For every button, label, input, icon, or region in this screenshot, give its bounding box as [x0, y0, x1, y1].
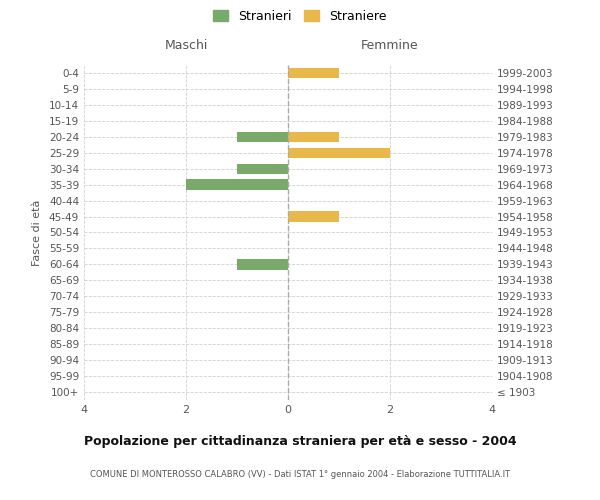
Text: Popolazione per cittadinanza straniera per età e sesso - 2004: Popolazione per cittadinanza straniera p…	[83, 435, 517, 448]
Bar	[237, 164, 288, 174]
Bar	[186, 180, 288, 190]
Bar	[288, 148, 390, 158]
Bar	[288, 132, 339, 142]
Text: Maschi: Maschi	[164, 40, 208, 52]
Text: Femmine: Femmine	[361, 40, 419, 52]
Bar	[237, 132, 288, 142]
Bar	[288, 68, 339, 78]
Bar	[237, 259, 288, 270]
Legend: Stranieri, Straniere: Stranieri, Straniere	[209, 6, 391, 26]
Bar	[288, 212, 339, 222]
Text: COMUNE DI MONTEROSSO CALABRO (VV) - Dati ISTAT 1° gennaio 2004 - Elaborazione TU: COMUNE DI MONTEROSSO CALABRO (VV) - Dati…	[90, 470, 510, 479]
Y-axis label: Fasce di età: Fasce di età	[32, 200, 42, 266]
